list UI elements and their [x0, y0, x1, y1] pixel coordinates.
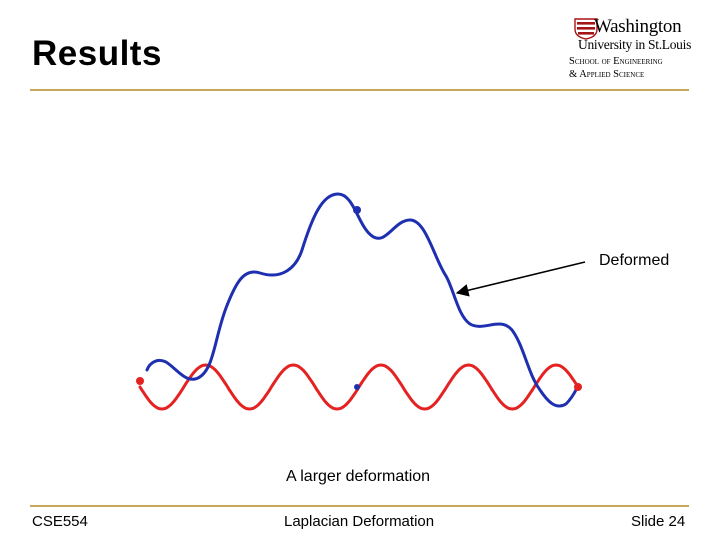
footer-slide-number: Slide 24	[631, 513, 686, 530]
logo-wordmark: Washington	[594, 16, 682, 37]
original-handle-point	[354, 384, 360, 390]
university-logo: Washington University in St.Louis School…	[568, 14, 692, 80]
university-shield-icon	[574, 18, 598, 40]
deformed-handle-point	[353, 206, 361, 214]
slide-caption: A larger deformation	[286, 468, 431, 485]
logo-university-line: University in St.Louis	[578, 37, 692, 52]
footer-rule	[30, 505, 689, 507]
footer-topic: Laplacian Deformation	[284, 513, 435, 530]
logo-school-line: School of Engineering	[569, 56, 663, 67]
original-endpoint-right	[574, 383, 582, 391]
original-endpoint-left	[136, 377, 144, 385]
deformed-label: Deformed	[599, 252, 670, 269]
header-rule	[30, 89, 689, 91]
footer-course: CSE554	[32, 513, 88, 530]
slide-title: Results	[32, 34, 162, 73]
deformed-curve	[145, 192, 579, 408]
annotation-arrow	[455, 261, 586, 297]
logo-science-line: & Applied Science	[569, 69, 645, 80]
